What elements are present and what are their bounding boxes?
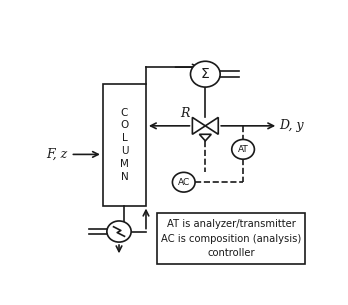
Text: D, y: D, y <box>279 119 304 132</box>
FancyBboxPatch shape <box>157 213 305 264</box>
Text: $\Sigma$: $\Sigma$ <box>200 67 210 81</box>
Polygon shape <box>199 134 211 141</box>
Text: AC: AC <box>177 178 190 187</box>
Text: R: R <box>180 107 190 120</box>
Text: AT is analyzer/transmitter
AC is composition (analysis)
controller: AT is analyzer/transmitter AC is composi… <box>161 219 301 258</box>
FancyBboxPatch shape <box>103 84 146 206</box>
Circle shape <box>232 139 254 159</box>
Text: AT: AT <box>238 145 248 154</box>
Circle shape <box>172 172 195 192</box>
Circle shape <box>190 61 220 87</box>
Polygon shape <box>205 117 218 134</box>
Circle shape <box>107 221 131 242</box>
Text: C
O
L
U
M
N: C O L U M N <box>120 108 129 182</box>
Polygon shape <box>192 117 205 134</box>
Text: F, z: F, z <box>47 148 68 161</box>
